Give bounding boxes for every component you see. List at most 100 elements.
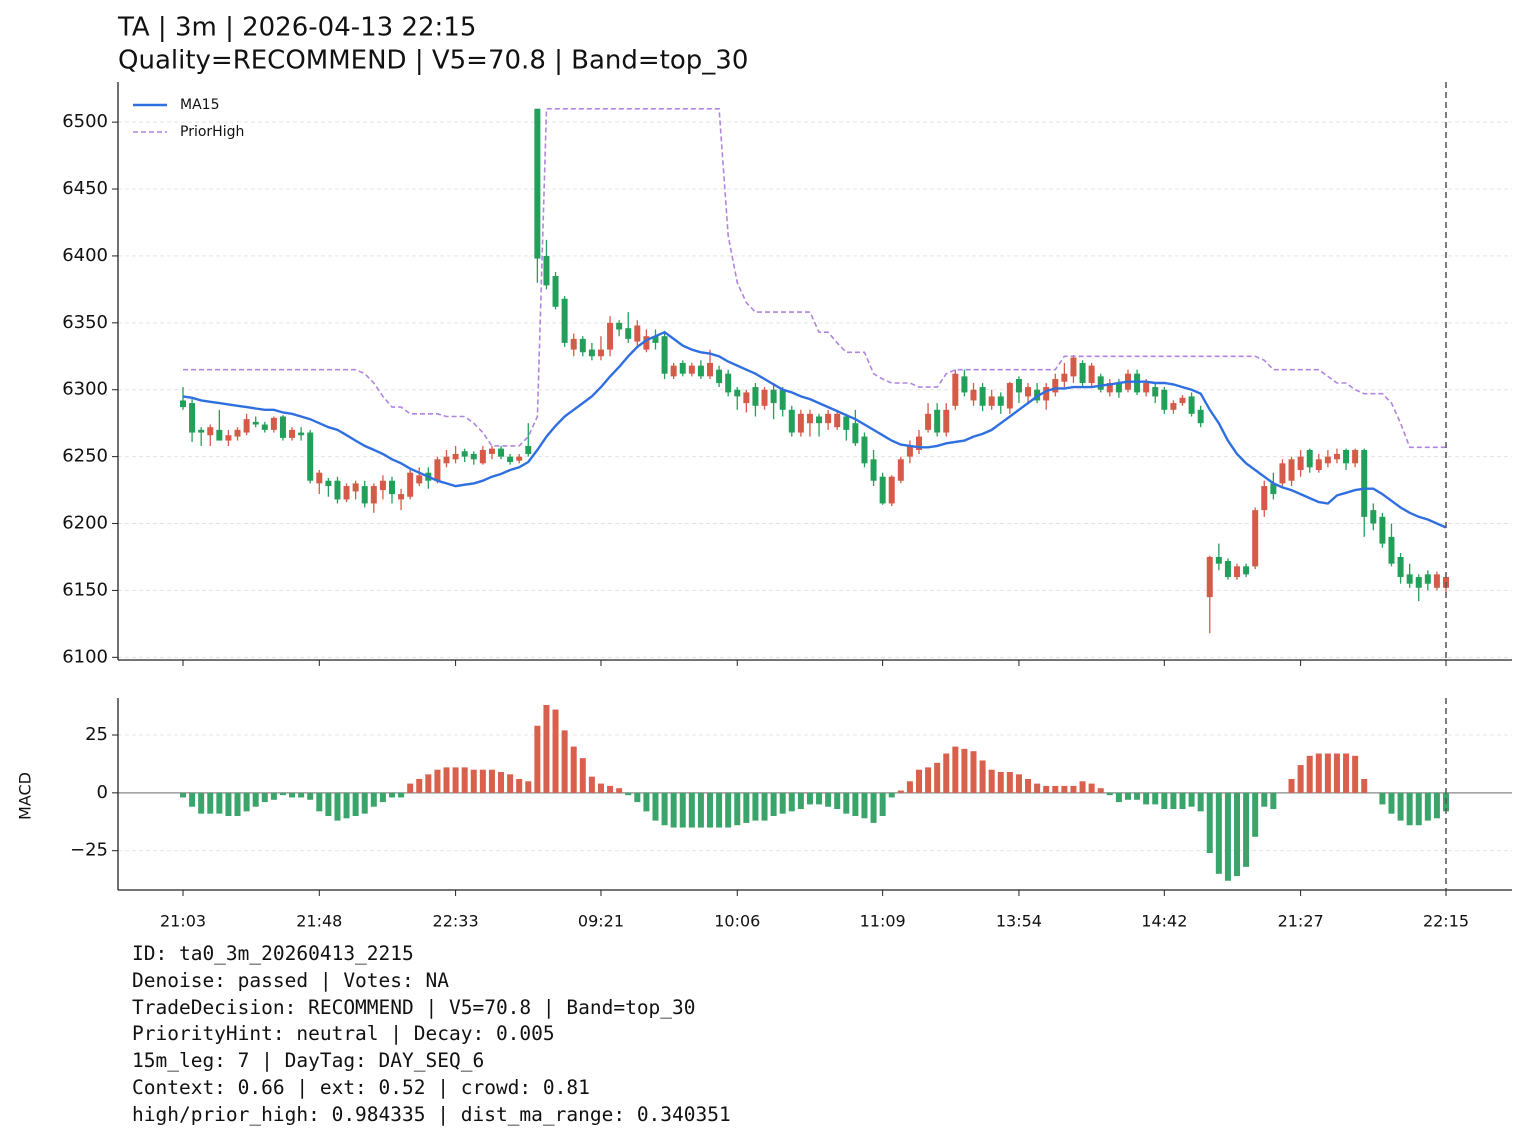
candle-body xyxy=(461,451,468,457)
candle-body xyxy=(198,429,205,433)
bar xyxy=(270,792,277,800)
candle-body xyxy=(416,475,423,484)
chart-subtitle: Quality=RECOMMEND | V5=70.8 | Band=top_3… xyxy=(118,46,748,76)
bar xyxy=(425,774,432,793)
bar xyxy=(1388,792,1395,814)
bar xyxy=(1061,785,1068,793)
bar xyxy=(1406,792,1413,826)
bar xyxy=(461,767,468,793)
bar xyxy=(479,769,486,793)
candle-body xyxy=(825,413,832,424)
candle-body xyxy=(743,392,750,404)
candle-body xyxy=(1279,463,1286,484)
candle-body xyxy=(1025,387,1032,397)
bar xyxy=(525,781,532,793)
candle-body xyxy=(816,416,823,424)
bar xyxy=(843,792,850,814)
bar xyxy=(616,788,623,793)
bar xyxy=(734,792,741,826)
bar xyxy=(1152,792,1159,805)
bar xyxy=(1352,755,1359,793)
bar xyxy=(625,792,632,796)
bar xyxy=(1243,792,1250,867)
candle-body xyxy=(1206,556,1213,598)
candle-body xyxy=(925,413,932,430)
candle-body xyxy=(697,365,704,377)
bar xyxy=(361,792,368,814)
candle-body xyxy=(1170,403,1177,410)
bar xyxy=(570,746,577,793)
y-tick-label: 6450 xyxy=(62,178,108,199)
bar xyxy=(416,778,423,793)
candle-body xyxy=(1143,383,1150,393)
bar xyxy=(561,730,568,793)
bar xyxy=(1134,792,1141,800)
candle-body xyxy=(616,322,623,330)
bar xyxy=(1179,792,1186,810)
candle-body xyxy=(979,387,986,406)
bar xyxy=(307,792,314,800)
candle-body xyxy=(1179,397,1186,404)
note-line: high/prior_high: 0.984335 | dist_ma_rang… xyxy=(132,1102,731,1126)
candle-body xyxy=(579,338,586,353)
candle-body xyxy=(607,322,614,350)
bar xyxy=(679,792,686,828)
bar xyxy=(1379,792,1386,805)
bar xyxy=(1088,783,1095,793)
candle-body xyxy=(915,436,922,450)
note-line: TradeDecision: RECOMMEND | V5=70.8 | Ban… xyxy=(132,995,696,1019)
candle-body xyxy=(988,396,995,406)
y-tick-label: 25 xyxy=(85,724,108,745)
candle-body xyxy=(752,387,759,406)
candle-body xyxy=(597,349,604,357)
bar xyxy=(1215,792,1222,874)
candle-body xyxy=(1097,376,1104,390)
series-line xyxy=(183,108,1446,449)
candle-body xyxy=(525,445,532,454)
candle-body xyxy=(952,373,959,406)
candle-body xyxy=(1088,365,1095,384)
bar xyxy=(879,792,886,816)
bar xyxy=(943,753,950,793)
bar xyxy=(1006,772,1013,793)
bar xyxy=(1097,788,1104,793)
candle-body xyxy=(1397,556,1404,578)
candle-body xyxy=(1115,383,1122,393)
bar xyxy=(1043,785,1050,793)
bar xyxy=(925,767,932,793)
bar xyxy=(379,792,386,803)
candle-body xyxy=(261,424,268,430)
candle-body xyxy=(1197,409,1204,424)
candle-body xyxy=(852,423,859,444)
candle-body xyxy=(289,429,296,438)
bar xyxy=(1115,792,1122,803)
bar xyxy=(588,776,595,793)
candle-body xyxy=(643,336,650,350)
bar xyxy=(697,792,704,828)
y-tick-label: −25 xyxy=(70,840,108,861)
candle-body xyxy=(325,480,332,487)
candle-body xyxy=(370,486,377,504)
candle-body xyxy=(507,456,514,462)
bar xyxy=(1143,792,1150,805)
candle-body xyxy=(1224,560,1231,578)
y-tick-label: 6500 xyxy=(62,111,108,132)
candle-body xyxy=(688,365,695,374)
candle-body xyxy=(388,480,395,495)
bar xyxy=(961,748,968,793)
bar xyxy=(1079,781,1086,793)
candle-body xyxy=(207,427,214,436)
candle-body xyxy=(1215,556,1222,564)
candle-body xyxy=(1052,379,1059,393)
bar xyxy=(507,774,514,793)
candle-body xyxy=(761,389,768,406)
y-tick-label: 6400 xyxy=(62,245,108,266)
bar xyxy=(316,792,323,812)
bar xyxy=(443,767,450,793)
bar xyxy=(716,792,723,828)
candle-body xyxy=(1134,373,1141,393)
candle-body xyxy=(352,483,359,492)
candle-body xyxy=(361,486,368,504)
notes: ID: ta0_3m_20260413_2215 Denoise: passed … xyxy=(132,941,731,1129)
